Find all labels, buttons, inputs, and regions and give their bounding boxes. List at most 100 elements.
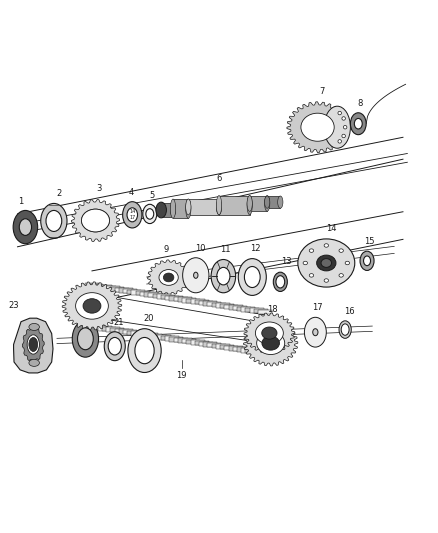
Polygon shape [267, 196, 280, 208]
Ellipse shape [27, 335, 39, 354]
Ellipse shape [324, 244, 328, 247]
Polygon shape [233, 347, 247, 351]
Polygon shape [216, 344, 230, 349]
Polygon shape [161, 295, 175, 299]
Ellipse shape [338, 140, 342, 143]
Text: 11: 11 [220, 245, 231, 254]
Ellipse shape [324, 279, 328, 282]
Polygon shape [178, 297, 192, 302]
Polygon shape [102, 327, 116, 331]
Polygon shape [195, 341, 209, 345]
Polygon shape [161, 336, 175, 340]
Polygon shape [110, 287, 124, 292]
Text: 6: 6 [216, 174, 222, 183]
Polygon shape [219, 196, 250, 215]
Polygon shape [165, 336, 179, 341]
Polygon shape [157, 294, 171, 298]
Text: 14
17: 14 17 [129, 209, 135, 220]
Ellipse shape [76, 293, 108, 319]
Polygon shape [89, 284, 103, 288]
Ellipse shape [309, 249, 314, 252]
Polygon shape [110, 328, 124, 333]
Ellipse shape [350, 113, 366, 135]
Polygon shape [244, 313, 295, 353]
Ellipse shape [342, 134, 346, 138]
Ellipse shape [247, 196, 252, 211]
Ellipse shape [257, 332, 285, 354]
Ellipse shape [163, 273, 174, 282]
Polygon shape [237, 348, 251, 352]
Polygon shape [199, 301, 213, 305]
Ellipse shape [317, 255, 336, 271]
Polygon shape [131, 290, 145, 295]
Polygon shape [250, 196, 267, 211]
Polygon shape [186, 299, 200, 303]
Ellipse shape [217, 268, 230, 285]
Ellipse shape [29, 337, 38, 351]
Text: 3: 3 [96, 184, 102, 193]
Ellipse shape [159, 270, 178, 285]
Polygon shape [144, 292, 158, 297]
Polygon shape [93, 326, 107, 330]
Polygon shape [254, 309, 268, 313]
Ellipse shape [135, 337, 154, 364]
Text: 16: 16 [344, 306, 355, 316]
Polygon shape [140, 292, 154, 296]
Ellipse shape [108, 337, 121, 355]
Ellipse shape [194, 272, 198, 278]
Text: 19: 19 [177, 371, 187, 379]
Polygon shape [131, 332, 145, 336]
Polygon shape [148, 293, 162, 297]
Ellipse shape [123, 201, 142, 228]
Polygon shape [212, 303, 226, 307]
Ellipse shape [262, 336, 279, 350]
Text: 7: 7 [319, 87, 325, 96]
Ellipse shape [276, 276, 285, 288]
Ellipse shape [255, 322, 283, 344]
Ellipse shape [354, 118, 362, 129]
Polygon shape [119, 329, 133, 334]
Ellipse shape [244, 266, 260, 287]
Polygon shape [208, 302, 222, 306]
Ellipse shape [313, 329, 318, 336]
Ellipse shape [156, 202, 166, 218]
Polygon shape [244, 320, 298, 366]
Polygon shape [186, 340, 200, 344]
Ellipse shape [338, 111, 342, 115]
Ellipse shape [216, 196, 222, 215]
Polygon shape [144, 333, 158, 337]
Ellipse shape [186, 199, 191, 215]
Ellipse shape [29, 324, 39, 330]
Polygon shape [127, 330, 141, 335]
Polygon shape [123, 330, 137, 334]
Polygon shape [220, 345, 234, 349]
Polygon shape [152, 335, 166, 339]
Text: 22: 22 [78, 306, 88, 314]
Polygon shape [216, 303, 230, 308]
Polygon shape [254, 350, 268, 354]
Text: 4: 4 [129, 188, 134, 197]
Polygon shape [182, 339, 196, 343]
Ellipse shape [273, 272, 287, 292]
Ellipse shape [13, 211, 38, 244]
Polygon shape [85, 324, 99, 328]
Ellipse shape [339, 321, 351, 338]
Ellipse shape [341, 324, 349, 335]
Polygon shape [195, 300, 209, 304]
Ellipse shape [146, 209, 154, 219]
Text: 2: 2 [57, 189, 62, 198]
Ellipse shape [324, 106, 350, 148]
Polygon shape [71, 199, 120, 241]
Ellipse shape [186, 199, 191, 219]
Ellipse shape [216, 199, 222, 215]
Text: 13: 13 [282, 257, 292, 266]
Polygon shape [245, 308, 259, 312]
Ellipse shape [321, 259, 332, 268]
Ellipse shape [183, 258, 209, 293]
Ellipse shape [159, 203, 165, 216]
Text: 23: 23 [8, 301, 19, 310]
Text: 18: 18 [268, 305, 278, 314]
Polygon shape [203, 342, 217, 346]
Polygon shape [241, 348, 255, 352]
Polygon shape [229, 305, 243, 310]
